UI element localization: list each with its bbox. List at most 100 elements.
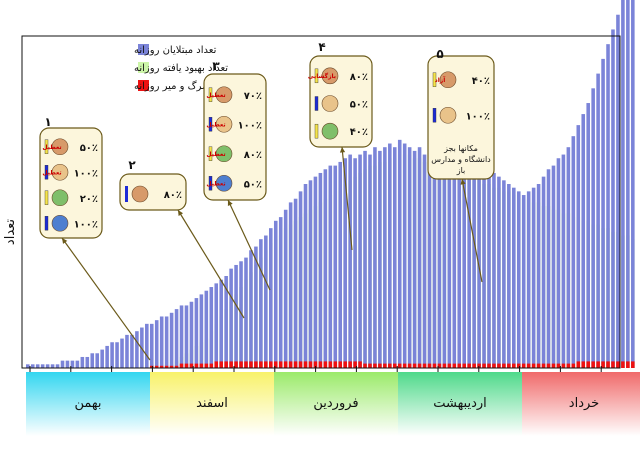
death-bar <box>472 363 476 368</box>
death-bar <box>576 361 581 368</box>
death-bar <box>229 361 233 368</box>
death-bar <box>303 361 308 368</box>
death-bar <box>244 361 248 368</box>
infected-bar <box>571 136 576 368</box>
death-bar <box>283 361 288 368</box>
infected-bar <box>224 276 228 368</box>
infected-bar <box>169 312 174 368</box>
phase-tag: تعطیل <box>206 151 225 158</box>
activity-icon <box>321 95 339 112</box>
infected-bar <box>378 150 382 368</box>
legend-label: تعداد مبتلایان روزانه <box>134 45 217 56</box>
infected-bar <box>219 279 223 368</box>
legend-swatch <box>138 80 149 91</box>
death-bar <box>556 363 561 368</box>
death-bar <box>492 363 496 368</box>
infected-bar <box>209 287 214 368</box>
infected-bar <box>65 360 70 368</box>
phase-number: ۴ <box>318 40 325 54</box>
death-bar <box>412 363 417 368</box>
phase-tag: تعطیل <box>206 92 225 99</box>
phase-percent: ۵۰٪ <box>244 179 262 190</box>
infected-bar <box>323 169 328 368</box>
death-bar <box>333 361 338 368</box>
phase-boxes: ۱ ۵۰٪ ۱۰۰٪ ۲۰٪ ۱۰۰٪ تعطیل تعطیل ۲ ۸۰٪ ۳ ۷۰٪ ۱۰۰٪ ۸۰٪… <box>39 40 495 239</box>
infected-bar <box>531 187 536 368</box>
death-bar <box>269 361 273 368</box>
death-bar <box>313 361 318 368</box>
phase-percent: ۱۰۰٪ <box>74 219 98 230</box>
infected-bar <box>402 143 407 368</box>
phase-arrowhead <box>178 210 184 216</box>
death-bar <box>521 363 526 368</box>
infected-bar <box>412 150 417 368</box>
death-bar <box>437 363 442 368</box>
infected-bar <box>507 184 511 368</box>
infected-bar <box>631 0 635 369</box>
phase-number: ۲ <box>128 158 136 172</box>
death-bar <box>288 361 293 368</box>
infected-bar <box>333 165 338 368</box>
death-bar <box>368 363 372 368</box>
infected-bar <box>368 154 372 368</box>
phase-arrow <box>227 199 271 291</box>
month-label: بهمن <box>74 396 101 411</box>
death-bar <box>531 363 536 368</box>
infected-bar <box>373 147 377 368</box>
infected-bar <box>308 180 313 368</box>
death-bar <box>318 361 323 368</box>
infected-bar <box>283 209 288 368</box>
infected-bar <box>338 161 343 368</box>
month-band <box>398 372 522 436</box>
death-bar <box>383 363 387 368</box>
infected-bar <box>551 165 556 368</box>
infected-bar <box>30 364 35 368</box>
infected-bar <box>278 217 283 368</box>
infected-bar <box>526 191 531 368</box>
infected-bar <box>204 290 209 368</box>
death-bar <box>149 365 154 368</box>
infected-bar <box>125 334 129 368</box>
death-bar <box>323 361 328 368</box>
death-bar <box>512 363 516 368</box>
phase-arrowhead <box>339 147 346 153</box>
death-bar <box>194 363 199 368</box>
infected-bar <box>194 298 199 368</box>
activity-icon <box>215 145 233 163</box>
infected-bar <box>591 88 595 368</box>
phase-percent: ۸۰٪ <box>164 190 182 201</box>
infected-bar <box>303 184 308 368</box>
infected-bar <box>452 161 457 368</box>
death-bar <box>273 361 278 368</box>
phase-percent: ۱۰۰٪ <box>74 168 98 179</box>
death-bar <box>621 361 625 368</box>
infected-bar <box>521 195 526 368</box>
infected-bar <box>130 334 134 368</box>
thermometer-icon <box>314 68 319 84</box>
month-band <box>26 372 150 436</box>
death-bar <box>249 361 253 368</box>
death-bar <box>452 363 457 368</box>
thermometer-icon <box>314 123 319 139</box>
phase-note: باز <box>456 166 466 175</box>
infected-bar <box>249 250 253 368</box>
death-bar <box>343 361 347 368</box>
death-bar <box>566 363 571 368</box>
legend-swatch <box>138 62 149 73</box>
death-bar <box>591 361 595 368</box>
infected-bar <box>184 305 189 368</box>
phase-percent: ۵۰٪ <box>350 100 368 111</box>
phase-tag: بازگشایی <box>308 72 336 80</box>
death-bar <box>482 363 486 368</box>
infected-bar <box>432 154 437 368</box>
phase-percent: ۱۰۰٪ <box>466 111 490 122</box>
phase-arrowhead <box>62 238 68 244</box>
infected-bar <box>442 158 447 368</box>
month-label: خرداد <box>569 396 599 411</box>
death-bar <box>541 363 546 368</box>
phase-percent: ۸۰٪ <box>350 72 368 83</box>
infected-bar <box>45 364 50 368</box>
death-bar <box>209 363 214 368</box>
infected-bar <box>328 165 333 368</box>
death-bar <box>373 363 377 368</box>
